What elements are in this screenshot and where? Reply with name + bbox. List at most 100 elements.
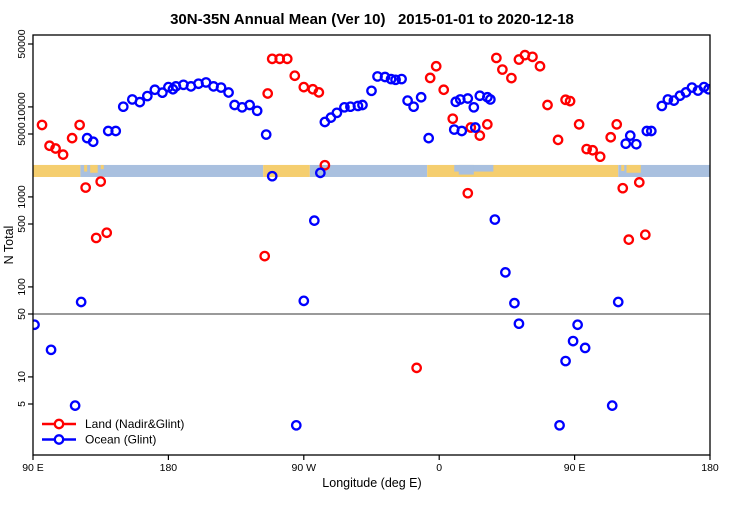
legend-item: Ocean (Glint) — [42, 433, 156, 447]
data-point — [500, 267, 511, 278]
data-point — [262, 88, 274, 99]
x-tick-label: 90 W — [292, 462, 317, 474]
data-point — [469, 122, 481, 133]
data-point — [491, 52, 502, 64]
data-point — [281, 53, 293, 65]
data-point — [411, 362, 422, 374]
data-point — [101, 227, 113, 239]
map-strip-land-overlay — [100, 164, 104, 170]
data-point — [66, 132, 78, 144]
data-point — [319, 159, 331, 171]
data-point — [587, 144, 599, 156]
data-point — [567, 335, 579, 347]
data-point — [641, 125, 653, 137]
legend-label: Ocean (Glint) — [85, 433, 156, 447]
legend: Land (Nadir&Glint) Ocean (Glint) — [42, 417, 184, 447]
data-point — [244, 99, 255, 111]
data-point — [630, 138, 642, 150]
data-point — [542, 99, 553, 111]
legend-marker — [53, 434, 65, 445]
data-point — [620, 138, 632, 150]
data-point — [259, 250, 271, 262]
legend-item: Land (Nadir&Glint) — [42, 417, 184, 431]
series-land — [36, 49, 651, 374]
data-point — [456, 125, 468, 137]
data-point — [396, 73, 407, 85]
data-point — [298, 81, 310, 93]
data-point — [485, 94, 496, 105]
data-point — [534, 60, 546, 72]
map-strip-land-segment — [263, 164, 310, 177]
latitude-band-map — [33, 164, 710, 177]
data-point — [223, 87, 234, 98]
data-point — [74, 119, 85, 131]
data-point — [385, 73, 397, 85]
data-point — [430, 60, 442, 72]
y-tick-label: 500 — [16, 215, 28, 233]
x-axis-ticks: 90 E 180 90 W 0 90 E 180 — [22, 455, 719, 474]
data-point — [497, 64, 508, 75]
data-point — [157, 87, 168, 99]
data-point — [75, 296, 87, 308]
x-tick-label: 180 — [701, 462, 719, 474]
y-tick-label: 10 — [16, 371, 28, 383]
data-point — [606, 400, 618, 411]
x-axis-title: Longitude (deg E) — [322, 476, 421, 490]
data-point — [117, 101, 129, 113]
x-tick-label: 90 E — [564, 462, 586, 474]
data-points — [33, 49, 710, 431]
data-point — [617, 182, 629, 194]
y-tick-label: 50 — [16, 308, 28, 320]
map-strip-land-overlay — [626, 164, 641, 173]
data-point — [95, 176, 107, 187]
data-point — [581, 143, 592, 155]
x-tick-label: 0 — [436, 462, 442, 474]
data-point — [260, 129, 272, 140]
data-point — [513, 318, 525, 330]
data-point — [462, 93, 474, 104]
map-strip-ocean-segment — [80, 164, 264, 177]
data-point — [424, 72, 436, 84]
data-point — [423, 132, 435, 144]
data-point — [57, 149, 69, 160]
data-point — [69, 400, 81, 411]
data-point — [289, 70, 301, 82]
data-point — [489, 214, 501, 225]
y-tick-label: 100 — [16, 278, 28, 296]
data-point — [481, 119, 493, 130]
data-point — [45, 344, 57, 356]
data-point — [639, 229, 651, 241]
data-point — [33, 319, 40, 331]
data-point — [656, 100, 668, 112]
data-point — [554, 419, 565, 431]
data-point — [633, 177, 645, 188]
data-point — [313, 87, 325, 98]
data-point — [379, 71, 391, 83]
legend-label: Land (Nadir&Glint) — [85, 417, 184, 431]
data-point — [462, 187, 474, 199]
y-axis-title: N Total — [2, 226, 16, 265]
data-point — [506, 72, 517, 84]
data-point — [141, 90, 153, 102]
data-point — [339, 101, 350, 113]
map-strip-ocean-segment — [309, 164, 428, 177]
data-point — [438, 84, 450, 96]
data-point — [298, 295, 310, 307]
chart-title: 30N-35N Annual Mean (Ver 10) 2015-01-01 … — [170, 11, 574, 28]
data-point — [357, 99, 368, 111]
data-point — [408, 101, 419, 113]
map-strip-land-overlay — [84, 164, 88, 172]
data-point — [662, 94, 674, 105]
data-point — [611, 119, 623, 130]
map-strip-ocean-segment — [618, 164, 710, 177]
map-strip-ocean-overlay — [458, 164, 474, 175]
data-point — [266, 170, 278, 182]
data-point — [87, 136, 99, 148]
x-tick-label: 90 E — [22, 462, 44, 474]
data-point — [612, 296, 624, 308]
data-point — [447, 113, 459, 125]
data-point — [36, 119, 48, 131]
